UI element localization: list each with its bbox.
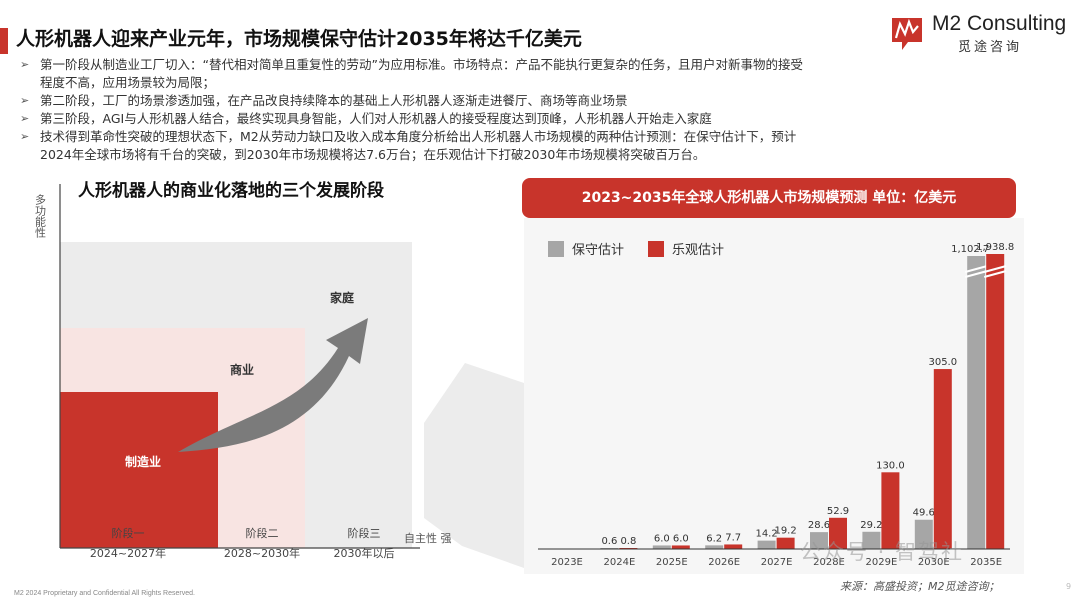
bar bbox=[986, 254, 1005, 549]
legend-label-conservative: 保守估计 bbox=[572, 243, 624, 258]
data-label: 6.0 bbox=[673, 533, 689, 544]
bar bbox=[914, 519, 933, 549]
bar bbox=[757, 540, 776, 549]
stage-diagram: 家庭 商业 制造业 多功能性 自主性 强 阶段一 2024~2027年 阶段二 … bbox=[34, 184, 524, 568]
bullet-text: 第一阶段从制造业工厂切入：“替代相对简单且重复性的劳动”为应用标准。市场特点：产… bbox=[40, 57, 803, 90]
source-note: 来源：高盛投资；M2觅途咨询； bbox=[840, 580, 1000, 593]
y-axis-label: 多功能性 bbox=[34, 193, 47, 239]
bullet-list: ➢ 第一阶段从制造业工厂切入：“替代相对简单且重复性的劳动”为应用标准。市场特点：… bbox=[20, 56, 1030, 164]
legend-label-optimistic: 乐观估计 bbox=[672, 243, 724, 258]
data-label: 1,102.7 bbox=[951, 244, 989, 255]
data-label: 1,938.8 bbox=[976, 242, 1014, 253]
bar bbox=[933, 369, 952, 549]
chart-title: 2023~2035年全球人形机器人市场规模预测 单位：亿美元 bbox=[522, 178, 1016, 218]
arrow-bullet-icon: ➢ bbox=[20, 58, 30, 71]
data-label: 7.7 bbox=[725, 532, 741, 543]
page-title: 人形机器人迎来产业元年，市场规模保守估计2035年将达千亿美元 bbox=[16, 28, 582, 50]
data-label: 130.0 bbox=[876, 460, 905, 471]
bar bbox=[829, 517, 847, 549]
box-label-home: 家庭 bbox=[330, 290, 354, 305]
arrow-bullet-icon: ➢ bbox=[20, 94, 30, 107]
x-tick-label: 2030E bbox=[918, 557, 950, 568]
data-label: 6.0 bbox=[654, 533, 670, 544]
stage-period: 2030年以后 bbox=[334, 546, 395, 560]
data-label: 14.2 bbox=[755, 529, 777, 540]
stage-name: 阶段三 bbox=[348, 526, 381, 540]
stage-period: 2024~2027年 bbox=[90, 546, 166, 560]
box-label-manufacturing: 制造业 bbox=[125, 454, 161, 469]
data-label: 28.6 bbox=[808, 520, 830, 531]
bar bbox=[967, 256, 986, 549]
stage-name: 阶段二 bbox=[246, 526, 279, 540]
stage-period: 2028~2030年 bbox=[224, 546, 300, 560]
logo-subtitle: 觅途咨询 bbox=[958, 40, 1023, 55]
x-tick-label: 2029E bbox=[866, 557, 898, 568]
x-tick-label: 2027E bbox=[761, 557, 793, 568]
x-tick-label: 2028E bbox=[813, 557, 845, 568]
logo-name: M2 Consulting bbox=[932, 12, 1067, 35]
growth-arrow-icon bbox=[178, 318, 368, 452]
bar bbox=[862, 531, 881, 549]
arrow-bullet-icon: ➢ bbox=[20, 130, 30, 143]
bar bbox=[881, 472, 900, 549]
data-label: 0.6 bbox=[601, 536, 617, 547]
bar bbox=[705, 545, 724, 549]
bar bbox=[671, 545, 690, 549]
bars-layer: 2023E 0.6 0.8 2024E 6.0 6.0 2025E 6.2 7.7 2026E 14… bbox=[551, 242, 1014, 568]
list-item: ➢ 第三阶段，AGI与人形机器人结合，最终实现具身智能，人们对人形机器人的接受程度… bbox=[20, 110, 1030, 128]
x-tick-label: 2026E bbox=[708, 557, 740, 568]
data-label: 52.9 bbox=[827, 506, 849, 517]
data-label: 19.2 bbox=[774, 526, 796, 537]
list-item: ➢ 技术得到革命性突破的理想状态下，M2从劳动力缺口及收入成本角度分析给出人形机器… bbox=[20, 128, 1030, 164]
data-label: 0.8 bbox=[620, 536, 636, 547]
x-tick-label: 2023E bbox=[551, 557, 583, 568]
page-number: 9 bbox=[1066, 582, 1072, 591]
bar bbox=[810, 532, 828, 549]
bullet-text: 第二阶段，工厂的场景渗透加强，在产品改良持续降本的基础上人形机器人逐渐走进餐厅、… bbox=[40, 93, 628, 108]
axis-break-mark bbox=[983, 264, 1007, 279]
stage-name: 阶段一 bbox=[112, 526, 145, 540]
x-tick-label: 2035E bbox=[970, 557, 1002, 568]
data-label: 29.2 bbox=[860, 520, 882, 531]
bullet-text: 技术得到革命性突破的理想状态下，M2从劳动力缺口及收入成本角度分析给出人形机器人… bbox=[40, 129, 797, 162]
x-tick-label: 2024E bbox=[604, 557, 636, 568]
bar-chart: 保守估计 乐观估计 2023E 0.6 0.8 2024E 6.0 6.0 2025E 6.2… bbox=[524, 218, 1024, 574]
data-label: 6.2 bbox=[706, 533, 722, 544]
x-axis-label: 自主性 强 bbox=[404, 531, 452, 545]
stage-diagram-title: 人形机器人的商业化落地的三个发展阶段 bbox=[78, 181, 384, 201]
list-item: ➢ 第二阶段，工厂的场景渗透加强，在产品改良持续降本的基础上人形机器人逐渐走进餐厅… bbox=[20, 92, 1030, 110]
zoom-connector bbox=[424, 363, 524, 568]
stage-box-manufacturing bbox=[60, 392, 218, 548]
title-accent-bar bbox=[0, 28, 8, 54]
axis-break-mark bbox=[964, 264, 988, 279]
data-label: 49.6 bbox=[913, 508, 935, 519]
bar bbox=[724, 544, 743, 549]
legend-swatch-optimistic bbox=[648, 241, 664, 257]
legend-swatch-conservative bbox=[548, 241, 564, 257]
footer-copyright: M2 2024 Proprietary and Confidential All… bbox=[14, 590, 195, 597]
watermark: 公众号 · 智驾社 bbox=[800, 540, 965, 564]
m2-logo-icon bbox=[892, 18, 922, 50]
chart-legend: 保守估计 乐观估计 bbox=[548, 241, 724, 258]
bar bbox=[776, 537, 795, 549]
data-label: 305.0 bbox=[928, 357, 957, 368]
arrow-bullet-icon: ➢ bbox=[20, 112, 30, 125]
x-tick-label: 2025E bbox=[656, 557, 688, 568]
bullet-text: 第三阶段，AGI与人形机器人结合，最终实现具身智能，人们对人形机器人的接受程度达… bbox=[40, 111, 712, 126]
list-item: ➢ 第一阶段从制造业工厂切入：“替代相对简单且重复性的劳动”为应用标准。市场特点：… bbox=[20, 56, 1030, 92]
bar bbox=[652, 545, 671, 549]
box-label-commercial: 商业 bbox=[230, 362, 254, 377]
